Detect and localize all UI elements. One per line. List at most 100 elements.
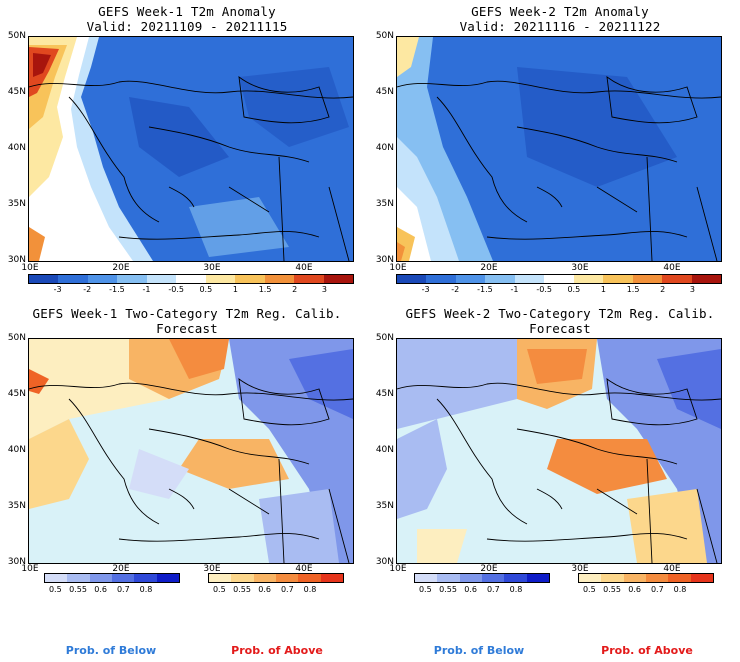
colorbar-tick-label: -2 bbox=[451, 285, 460, 294]
colorbar-swatch bbox=[320, 574, 343, 582]
prob-above-colorbar-week1 bbox=[208, 573, 344, 583]
prob-colorbar-tick-label: 0.55 bbox=[603, 585, 621, 594]
colorbar-swatch bbox=[632, 275, 663, 283]
panel1-title: GEFS Week-1 T2m Anomaly Valid: 20211109 … bbox=[2, 4, 372, 34]
prob-colorbar-tick-label: 0.55 bbox=[69, 585, 87, 594]
colorbar-swatch bbox=[67, 574, 90, 582]
map1-lon-40: 40E bbox=[295, 263, 313, 273]
panel2-title: GEFS Week-2 T2m Anomaly Valid: 20211116 … bbox=[375, 4, 740, 34]
colorbar-tick-label: -1.5 bbox=[477, 285, 493, 294]
colorbar-swatch bbox=[323, 275, 353, 283]
prob-colorbar-tick-label: 0.5 bbox=[582, 585, 596, 594]
colorbar-tick-label: 2 bbox=[292, 285, 298, 294]
map1-lat-40: 40N bbox=[7, 143, 26, 153]
colorbar-swatch bbox=[87, 275, 118, 283]
map3-lon-30: 30E bbox=[203, 564, 221, 574]
map4-lat-35: 35N bbox=[375, 501, 394, 511]
colorbar-swatch bbox=[205, 275, 236, 283]
colorbar-swatch bbox=[645, 574, 669, 582]
prob-colorbar-tick-label: 0.8 bbox=[509, 585, 523, 594]
map4-lon-10: 10E bbox=[389, 564, 407, 574]
colorbar-swatch bbox=[29, 275, 59, 283]
prob-colorbar-tick-label: 0.6 bbox=[464, 585, 478, 594]
panel4-title-text: GEFS Week-2 Two-Category T2m Reg. Calib.… bbox=[405, 306, 715, 336]
prob-colorbar-tick-label: 0.6 bbox=[258, 585, 272, 594]
colorbar-swatch bbox=[415, 574, 438, 582]
colorbar-swatch bbox=[134, 574, 157, 582]
colorbar-swatch bbox=[146, 275, 177, 283]
map2-lat-40: 40N bbox=[375, 143, 394, 153]
colorbar-tick-label: -1.5 bbox=[109, 285, 125, 294]
prob-colorbar-tick-label: 0.8 bbox=[303, 585, 317, 594]
map2-lon-10: 10E bbox=[389, 263, 407, 273]
prob-colorbar-tick-label: 0.7 bbox=[650, 585, 664, 594]
colorbar-swatch bbox=[253, 574, 276, 582]
map4-lon-40: 40E bbox=[663, 564, 681, 574]
panel3-title-text: GEFS Week-1 Two-Category T2m Reg. Calib.… bbox=[32, 306, 342, 336]
probability-map-week2 bbox=[396, 338, 722, 564]
colorbar-swatch bbox=[455, 275, 486, 283]
map1-lat-30: 30N bbox=[7, 255, 26, 265]
anomaly-colorbar-week2 bbox=[396, 274, 722, 284]
colorbar-tick-label: 3 bbox=[321, 285, 327, 294]
map3-lon-20: 20E bbox=[112, 564, 130, 574]
anomaly-colorbar-week1 bbox=[28, 274, 354, 284]
colorbar-swatch bbox=[45, 574, 68, 582]
colorbar-swatch bbox=[514, 275, 545, 283]
panel1-valid-text: Valid: 20211109 - 20211115 bbox=[86, 19, 288, 34]
prob-colorbar-tick-label: 0.6 bbox=[628, 585, 642, 594]
colorbar-swatch bbox=[235, 275, 265, 283]
colorbar-tick-label: 0.5 bbox=[567, 285, 581, 294]
colorbar-swatch bbox=[573, 275, 604, 283]
prob-colorbar-tick-label: 0.5 bbox=[48, 585, 62, 594]
colorbar-swatch bbox=[485, 275, 515, 283]
map1-lat-50: 50N bbox=[7, 31, 26, 41]
map2-lat-30: 30N bbox=[375, 255, 394, 265]
prob-below-label-week1: Prob. of Below bbox=[65, 644, 157, 657]
colorbar-tick-label: -3 bbox=[53, 285, 62, 294]
prob-colorbar-tick-label: 0.7 bbox=[280, 585, 294, 594]
anomaly-map-week1 bbox=[28, 36, 354, 262]
map2-lon-40: 40E bbox=[663, 263, 681, 273]
map4-lon-30: 30E bbox=[571, 564, 589, 574]
colorbar-tick-label: 0.5 bbox=[199, 285, 213, 294]
colorbar-swatch bbox=[275, 574, 299, 582]
map2-lat-35: 35N bbox=[375, 199, 394, 209]
colorbar-swatch bbox=[426, 275, 456, 283]
colorbar-tick-label: -0.5 bbox=[536, 285, 552, 294]
panel1-title-text: GEFS Week-1 T2m Anomaly bbox=[98, 4, 276, 19]
colorbar-swatch bbox=[668, 574, 691, 582]
prob-above-label-week2: Prob. of Above bbox=[601, 644, 693, 657]
map2-lon-20: 20E bbox=[480, 263, 498, 273]
prob-colorbar-tick-label: 0.7 bbox=[116, 585, 130, 594]
colorbar-swatch bbox=[176, 275, 206, 283]
map3-lat-30: 30N bbox=[7, 557, 26, 567]
prob-colorbar-tick-label: 0.7 bbox=[486, 585, 500, 594]
colorbar-swatch bbox=[111, 574, 135, 582]
colorbar-swatch bbox=[298, 574, 321, 582]
map3-lat-40: 40N bbox=[7, 445, 26, 455]
colorbar-swatch bbox=[89, 574, 112, 582]
map4-lat-50: 50N bbox=[375, 333, 394, 343]
panel2-valid-text: Valid: 20211116 - 20211122 bbox=[459, 19, 661, 34]
map1-lon-30: 30E bbox=[203, 263, 221, 273]
colorbar-swatch bbox=[264, 275, 295, 283]
prob-colorbar-tick-label: 0.5 bbox=[212, 585, 226, 594]
map3-lat-35: 35N bbox=[7, 501, 26, 511]
map3-lat-50: 50N bbox=[7, 333, 26, 343]
prob-colorbar-tick-label: 0.8 bbox=[139, 585, 153, 594]
prob-below-colorbar-week1 bbox=[44, 573, 180, 583]
colorbar-tick-label: 1 bbox=[232, 285, 238, 294]
colorbar-tick-label: -3 bbox=[421, 285, 430, 294]
colorbar-tick-label: 3 bbox=[689, 285, 695, 294]
prob-above-colorbar-week2 bbox=[578, 573, 714, 583]
colorbar-swatch bbox=[58, 275, 88, 283]
colorbar-swatch bbox=[294, 275, 324, 283]
colorbar-swatch bbox=[481, 574, 505, 582]
anomaly-map-week2 bbox=[396, 36, 722, 262]
prob-colorbar-tick-label: 0.5 bbox=[418, 585, 432, 594]
colorbar-swatch bbox=[623, 574, 646, 582]
colorbar-swatch bbox=[544, 275, 574, 283]
colorbar-tick-label: 1.5 bbox=[626, 285, 640, 294]
colorbar-swatch bbox=[690, 574, 713, 582]
